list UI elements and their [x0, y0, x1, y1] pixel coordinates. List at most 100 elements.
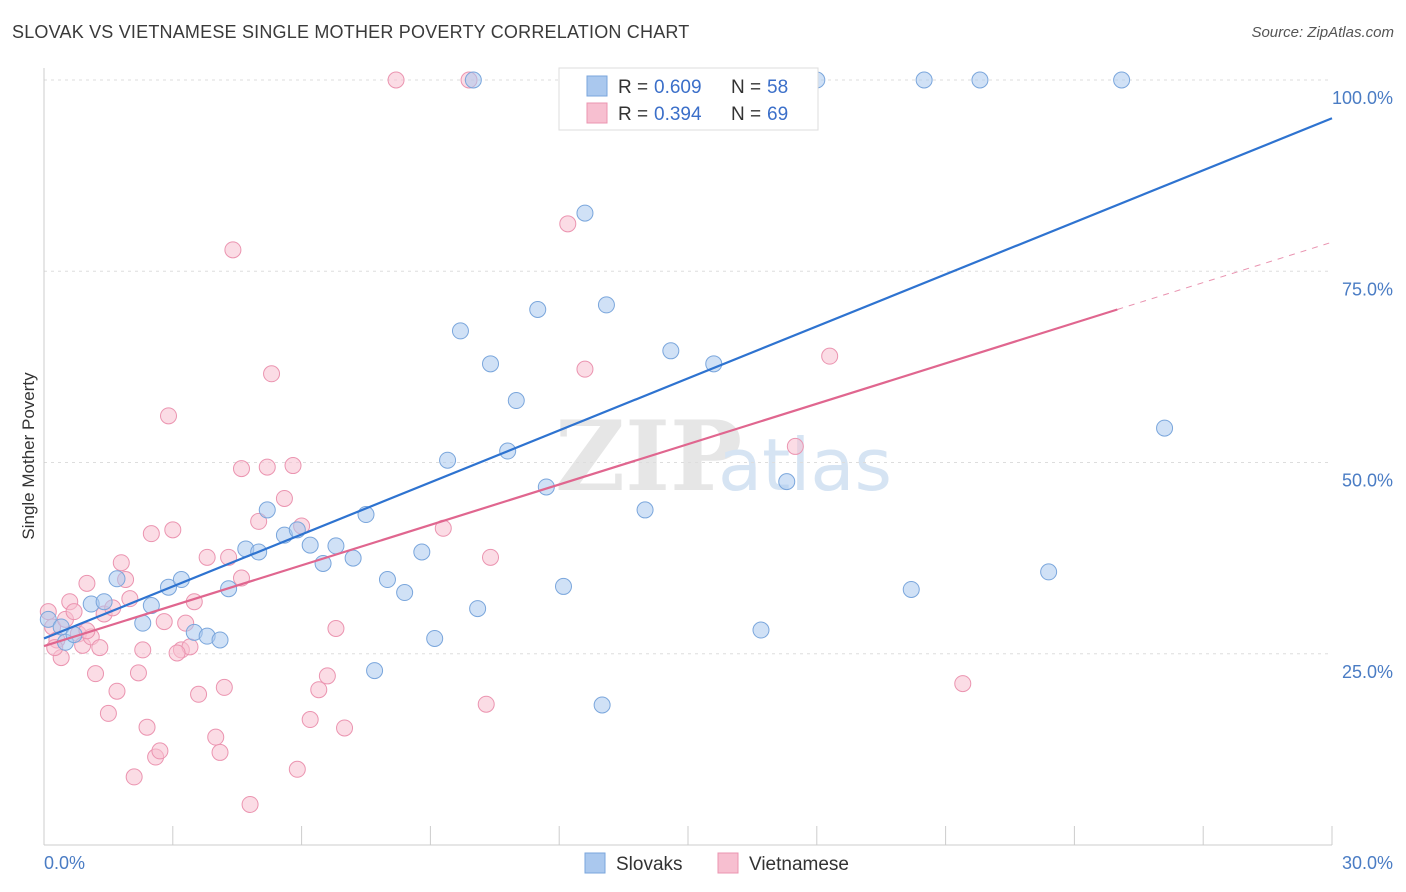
y-tick-label-1: 75.0%: [1342, 279, 1393, 299]
slovaks-point-28: [413, 543, 431, 561]
slovaks-point-0: [39, 610, 57, 628]
vietnamese-point-6: [65, 603, 83, 621]
vietnamese-point-60: [559, 215, 577, 233]
vietnamese-point-37: [211, 743, 229, 761]
vietnamese-point-21: [129, 664, 147, 682]
bottom-legend-label-slovaks: Slovaks: [616, 854, 683, 875]
trend-line-slovaks: [43, 117, 1333, 640]
slovaks-point-55: [1040, 563, 1058, 581]
legend-swatch-vietnamese: [586, 102, 608, 124]
bottom-legend-swatch-vietnamese: [717, 852, 739, 874]
vietnamese-point-16: [108, 682, 126, 700]
slovaks-point-20: [301, 536, 319, 554]
vietnamese-point-42: [241, 795, 259, 813]
legend-swatch-slovaks: [586, 75, 608, 97]
vietnamese-point-58: [477, 695, 495, 713]
slovaks-point-31: [451, 322, 469, 340]
vietnamese-point-36: [207, 728, 225, 746]
slovaks-point-6: [108, 570, 126, 588]
slovaks-point-56: [1113, 71, 1131, 89]
vietnamese-point-35: [198, 548, 216, 566]
slovaks-point-42: [597, 296, 615, 314]
vietnamese-point-40: [224, 241, 242, 259]
slovaks-point-13: [211, 631, 229, 649]
slovaks-point-34: [482, 355, 500, 373]
slovaks-point-17: [258, 501, 276, 519]
source-label: Source: ZipAtlas.com: [1251, 24, 1394, 41]
slovaks-point-29: [426, 629, 444, 647]
slovaks-point-27: [396, 584, 414, 602]
vietnamese-point-41: [232, 460, 250, 478]
vietnamese-point-11: [87, 665, 105, 683]
vietnamese-point-14: [99, 704, 117, 722]
vietnamese-point-59: [482, 548, 500, 566]
vietnamese-point-24: [142, 525, 160, 543]
vietnamese-point-55: [387, 71, 405, 89]
stats-legend: R = 0.609 N = 58 R = 0.394 N = 69: [558, 67, 819, 131]
bottom-legend-swatch-slovaks: [584, 852, 606, 874]
legend-n-label-slovaks: N =: [731, 77, 761, 98]
slovaks-point-53: [915, 71, 933, 89]
slovaks-point-57: [1156, 419, 1174, 437]
trend-line-vietnamese-extension: [1117, 241, 1333, 310]
y-axis-label: Single Mother Poverty: [19, 372, 38, 540]
vietnamese-point-67: [168, 644, 186, 662]
y-tick-labels: 100.0% 75.0% 50.0% 25.0%: [1332, 88, 1393, 682]
chart-title: SLOVAK VS VIETNAMESE SINGLE MOTHER POVER…: [12, 22, 690, 42]
vietnamese-point-63: [821, 347, 839, 365]
vietnamese-point-20: [125, 768, 143, 786]
slovaks-point-44: [636, 501, 654, 519]
slovaks-point-37: [529, 301, 547, 318]
vietnamese-point-38: [215, 678, 233, 696]
vietnamese-point-52: [318, 667, 336, 685]
slovaks-point-39: [554, 577, 572, 595]
vietnamese-point-12: [91, 639, 109, 657]
slovaks-point-54: [971, 71, 989, 89]
slovaks-point-33: [469, 600, 487, 618]
series-legend: Slovaks Vietnamese: [584, 852, 849, 875]
vietnamese-point-53: [327, 620, 345, 638]
slovaks-point-50: [778, 473, 796, 491]
series-slovaks: [39, 71, 1174, 714]
vietnamese-point-64: [954, 675, 972, 693]
vietnamese-point-34: [190, 685, 208, 703]
vietnamese-point-9: [78, 574, 96, 592]
slovaks-point-40: [576, 204, 594, 222]
legend-r-label-vietnamese: R =: [618, 104, 648, 125]
legend-r-value-vietnamese: 0.394: [654, 104, 702, 125]
vietnamese-point-46: [275, 489, 293, 507]
bottom-legend-label-vietnamese: Vietnamese: [749, 854, 849, 875]
vietnamese-point-26: [151, 742, 169, 760]
vietnamese-point-45: [263, 365, 281, 383]
x-tick-max: 30.0%: [1342, 853, 1393, 873]
vietnamese-point-28: [160, 407, 178, 425]
legend-r-label-slovaks: R =: [618, 77, 648, 98]
vietnamese-point-50: [301, 711, 319, 729]
y-tick-label-3: 25.0%: [1342, 662, 1393, 682]
slovaks-point-49: [752, 621, 770, 639]
vietnamese-point-29: [164, 521, 182, 539]
legend-n-value-slovaks: 58: [767, 77, 788, 98]
vietnamese-point-17: [112, 554, 130, 572]
x-tick-min: 0.0%: [44, 853, 85, 873]
y-tick-label-2: 50.0%: [1342, 471, 1393, 491]
x-minor-ticks: [172, 826, 1333, 845]
vietnamese-point-54: [336, 719, 354, 737]
vietnamese-point-27: [155, 613, 173, 631]
vietnamese-point-22: [134, 641, 152, 659]
y-tick-label-0: 100.0%: [1332, 88, 1393, 108]
slovaks-point-26: [378, 571, 396, 589]
vietnamese-point-23: [138, 718, 156, 736]
vietnamese-point-47: [284, 457, 302, 475]
vietnamese-point-44: [258, 458, 276, 476]
trend-line-vietnamese: [43, 308, 1118, 648]
vietnamese-point-62: [786, 437, 804, 455]
slovaks-point-52: [902, 580, 920, 598]
slovaks-point-41: [593, 696, 611, 714]
slovaks-point-22: [327, 537, 345, 555]
legend-n-label-vietnamese: N =: [731, 104, 761, 125]
slovaks-point-30: [439, 451, 457, 469]
legend-r-value-slovaks: 0.609: [654, 77, 702, 98]
vietnamese-point-43: [250, 512, 268, 530]
slovaks-point-45: [662, 342, 680, 360]
